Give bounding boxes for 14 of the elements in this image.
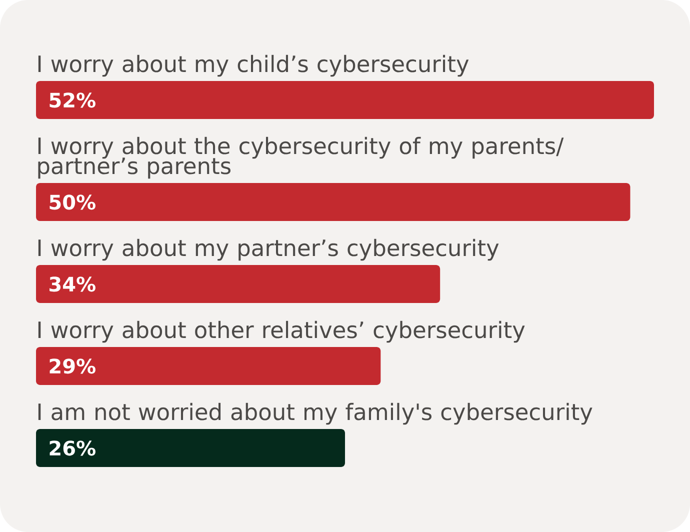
data-label: 50% xyxy=(50,194,96,210)
data-label: 29% xyxy=(50,358,96,374)
data-label: 34% xyxy=(50,276,96,292)
y-tick-label: I am not worried about my family's cybersecurity xyxy=(38,402,592,425)
y-tick-label: I worry about other relatives’ cybersecurity xyxy=(38,320,525,343)
y-tick-label: I worry about my partner’s cybersecurity xyxy=(38,238,499,261)
y-tick-label: I worry about my child’s cybersecurity xyxy=(38,54,469,77)
y-tick-label: I worry about the cybersecurity of my parents/ partner’s parents xyxy=(38,136,564,179)
bar xyxy=(36,264,440,303)
bar xyxy=(36,346,381,385)
bar xyxy=(36,428,346,467)
data-label: 26% xyxy=(50,440,96,456)
bar xyxy=(36,182,630,221)
data-label: 52% xyxy=(50,92,96,108)
